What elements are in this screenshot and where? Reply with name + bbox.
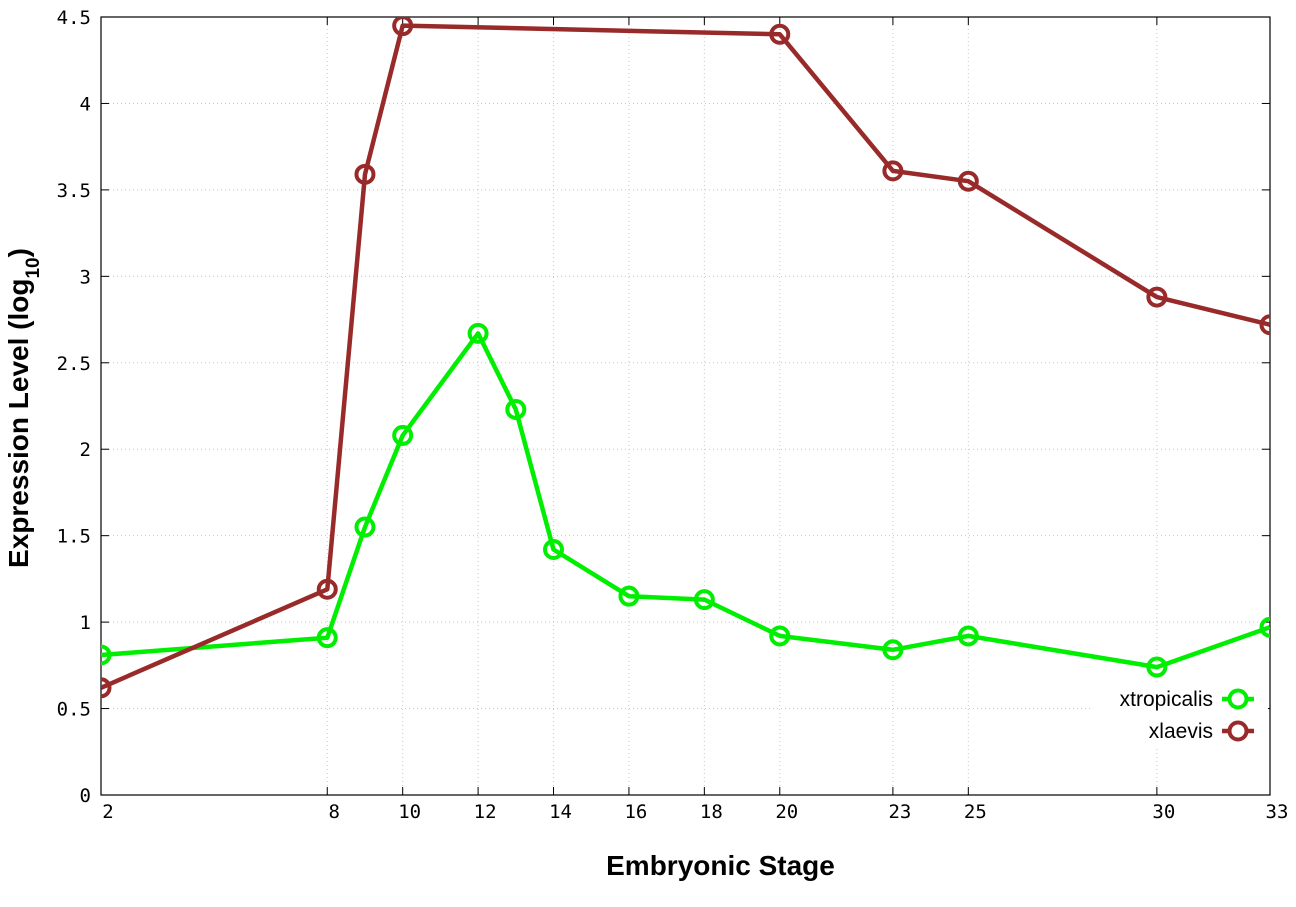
x-tick-label: 12: [474, 801, 497, 823]
grid-lines: [101, 17, 1270, 795]
data-point-xtropicalis: [467, 322, 489, 344]
x-tick-label: 23: [888, 801, 911, 823]
y-tick-label: 1: [80, 612, 91, 634]
y-tick-label: 0.5: [57, 699, 91, 721]
y-tick-label: 1.5: [57, 526, 91, 548]
y-tick-label: 0: [80, 785, 91, 807]
y-tick-labels: 0 0.5 1 1.5 2 2.5 3 3.5 4 4.5: [57, 7, 91, 807]
legend-item-xlaevis: xlaevis: [1149, 720, 1254, 743]
y-axis-title: Expression Level (log10): [3, 248, 44, 568]
data-point-xtropicalis: [543, 538, 565, 560]
x-tick-label: 16: [624, 801, 647, 823]
x-tick-label: 33: [1266, 801, 1289, 823]
y-tick-label: 2.5: [57, 353, 91, 375]
legend-label: xlaevis: [1149, 720, 1213, 743]
axis-ticks: [100, 16, 1271, 796]
plot-frame: [100, 16, 1271, 796]
data-point-xtropicalis: [882, 639, 904, 661]
data-point-xlaevis: [101, 677, 112, 699]
x-tick-label: 18: [700, 801, 723, 823]
data-point-xtropicalis: [769, 625, 791, 647]
legend-swatch-marker: [1227, 688, 1249, 710]
legend-swatch-marker: [1227, 720, 1249, 742]
x-tick-labels: 2 8 10 12 14 16 18 20 23 25 30 33: [102, 801, 1288, 823]
legend-label: xtropicalis: [1120, 688, 1213, 711]
series-xtropicalis: [101, 322, 1270, 678]
data-point-xtropicalis: [957, 625, 979, 647]
y-tick-label: 3: [80, 266, 91, 288]
x-axis-title: Embryonic Stage: [606, 850, 835, 881]
x-tick-label: 10: [398, 801, 421, 823]
data-point-xtropicalis: [392, 424, 414, 446]
data-point-xlaevis: [1259, 314, 1270, 336]
x-tick-label: 20: [775, 801, 798, 823]
data-point-xtropicalis: [101, 644, 112, 666]
data-point-xlaevis: [316, 578, 338, 600]
y-tick-label: 4: [80, 93, 91, 115]
legend-item-xtropicalis: xtropicalis: [1120, 688, 1254, 711]
series-layer: [101, 17, 1270, 699]
data-point-xtropicalis: [1259, 616, 1270, 638]
y-axis-title-subscript: 10: [23, 257, 44, 278]
x-tick-label: 25: [964, 801, 987, 823]
data-point-xtropicalis: [316, 627, 338, 649]
x-tick-label: 2: [102, 801, 113, 823]
y-axis-title-close: ): [3, 248, 34, 257]
data-point-xlaevis: [1146, 286, 1168, 308]
data-point-xtropicalis: [618, 585, 640, 607]
data-point-xlaevis: [354, 163, 376, 185]
series-xlaevis: [101, 17, 1270, 699]
series-line-xtropicalis: [101, 331, 1270, 670]
series-line-xlaevis: [101, 23, 1270, 690]
data-point-xtropicalis: [693, 589, 715, 611]
data-point-xtropicalis: [354, 516, 376, 538]
x-tick-label: 8: [329, 801, 340, 823]
y-axis-title-main: Expression Level (log: [3, 279, 34, 568]
y-tick-label: 4.5: [57, 7, 91, 29]
data-point-xlaevis: [769, 23, 791, 45]
data-point-xlaevis: [882, 160, 904, 182]
x-tick-label: 30: [1152, 801, 1175, 823]
data-point-xlaevis: [957, 170, 979, 192]
y-tick-label: 2: [80, 439, 91, 461]
x-tick-label: 14: [549, 801, 572, 823]
y-tick-label: 3.5: [57, 180, 91, 202]
data-point-xtropicalis: [505, 398, 527, 420]
data-point-xtropicalis: [1146, 656, 1168, 678]
legend: xtropicalis xlaevis: [1090, 683, 1268, 747]
data-point-xlaevis: [392, 17, 414, 37]
